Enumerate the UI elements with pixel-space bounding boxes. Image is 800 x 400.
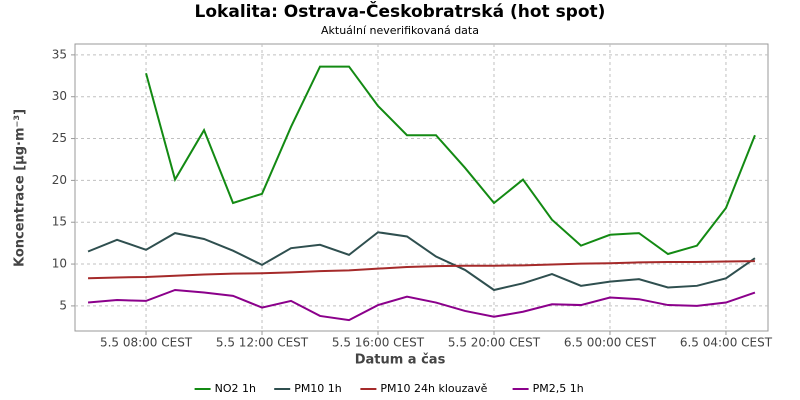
y-axis-title: Koncentrace [µg·m⁻³] [13,109,28,267]
y-tick-label: 10 [52,257,67,271]
data-line [88,260,755,280]
x-tick-label: 6.5 00:00 CEST [564,336,657,350]
y-tick-label: 30 [52,89,67,103]
plot-frame [74,43,769,332]
legend-label: NO2 1h [215,382,256,395]
y-tick-label: 5 [59,298,67,312]
data-line [87,231,756,292]
y-tick-label: 20 [52,173,67,187]
chart-title: Lokalita: Ostrava-Českobratrská (hot spo… [195,0,606,22]
chart-subtitle: Aktuální neverifikovaná data [321,24,479,37]
x-tick-label: 5.5 12:00 CEST [216,336,309,350]
y-tick-label: 15 [52,215,67,229]
data-line [87,288,756,322]
x-tick-label: 5.5 08:00 CEST [100,336,193,350]
legend-label: PM10 1h [294,382,342,395]
x-tick-label: 6.5 04:00 CEST [680,336,773,350]
y-tick-label: 35 [52,47,67,61]
y-tick-label: 25 [52,131,67,145]
x-axis-title: Datum a čas [355,353,446,368]
x-tick-label: 5.5 20:00 CEST [448,336,541,350]
legend-label: PM10 24h klouzavě [380,382,487,395]
legend-label: PM2,5 1h [533,382,584,395]
x-tick-label: 5.5 16:00 CEST [332,336,425,350]
data-line [145,65,756,256]
